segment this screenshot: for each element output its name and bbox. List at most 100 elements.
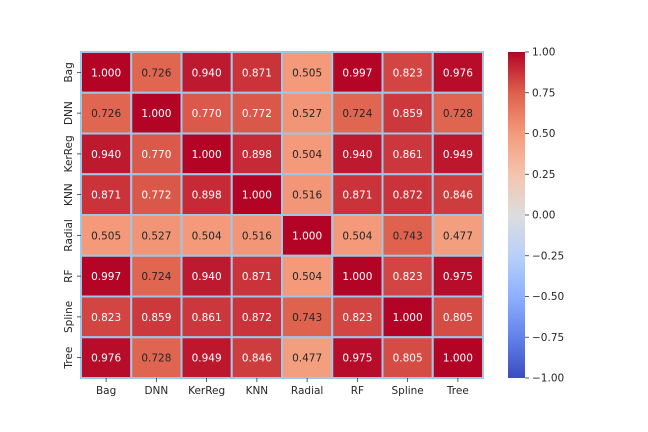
x-tick-label: KNN [246, 385, 269, 397]
x-tick-label: Spline [391, 385, 423, 397]
cell-annotation: 0.976 [91, 353, 121, 365]
heatmap-cell [281, 173, 334, 216]
cell-annotation: 0.871 [342, 190, 372, 202]
cell-annotation: 1.000 [192, 149, 222, 161]
cell-annotation: 0.504 [192, 230, 222, 242]
cell-annotation: 1.000 [393, 312, 423, 324]
cell-annotation: 0.770 [192, 108, 222, 120]
colorbar-tick-label: 1.00 [532, 47, 555, 59]
heatmap-cell [281, 214, 334, 257]
x-tick-label: Radial [291, 385, 323, 397]
cell-annotation: 0.805 [393, 353, 423, 365]
heatmap-cell [431, 91, 484, 135]
cell-annotation: 0.505 [91, 230, 121, 242]
heatmap-cell [180, 132, 233, 176]
heatmap-cell [180, 173, 233, 216]
y-tick-label: KNN [63, 183, 75, 206]
cell-annotation: 0.477 [443, 230, 473, 242]
cell-annotation: 0.823 [393, 271, 423, 283]
colorbar-gradient [508, 52, 525, 378]
x-tick-label: DNN [144, 385, 168, 397]
heatmap-cell [431, 295, 484, 339]
heatmap-cell [431, 132, 484, 176]
y-tick-label: DNN [63, 101, 75, 125]
heatmap-cell [431, 254, 484, 298]
cell-annotation: 0.770 [141, 149, 171, 161]
cell-annotation: 1.000 [242, 190, 272, 202]
heatmap-cell [381, 132, 434, 176]
cell-annotation: 1.000 [91, 67, 121, 79]
colorbar-tick-label: 0.75 [532, 87, 555, 99]
x-tick-label: RF [351, 385, 364, 397]
cell-annotation: 0.997 [91, 271, 121, 283]
cell-annotation: 0.772 [242, 108, 272, 120]
colorbar-tick-label: 0.25 [532, 169, 555, 181]
cell-annotation: 0.823 [91, 312, 121, 324]
cell-annotation: 0.871 [91, 190, 121, 202]
cell-annotation: 0.859 [393, 108, 423, 120]
cell-annotation: 0.859 [141, 312, 171, 324]
heatmap-cell [381, 173, 434, 216]
colorbar-tick-label: −1.00 [532, 373, 564, 385]
heatmap-cell [331, 132, 384, 176]
cell-annotation: 0.516 [242, 230, 272, 242]
cell-annotation: 0.726 [141, 67, 171, 79]
cell-annotation: 0.949 [192, 353, 222, 365]
cell-annotation: 0.898 [242, 149, 272, 161]
cell-annotation: 1.000 [292, 230, 322, 242]
y-tick-label: Spline [63, 301, 75, 333]
cell-annotation: 0.940 [192, 67, 222, 79]
x-axis: Bag DNN KerReg KNN Radial RF Spline Tree [96, 378, 469, 397]
cell-annotation: 0.504 [292, 271, 322, 283]
cell-annotation: 0.861 [393, 149, 423, 161]
heatmap-cell [281, 254, 334, 298]
cell-annotation: 0.975 [443, 271, 473, 283]
heatmap-cell [180, 295, 233, 339]
cell-annotation: 0.898 [192, 190, 222, 202]
heatmap-cell [431, 336, 484, 379]
cell-annotation: 0.728 [141, 353, 171, 365]
cell-annotation: 0.823 [393, 67, 423, 79]
y-tick-label: KerReg [63, 135, 75, 172]
x-tick-label: Tree [446, 385, 469, 397]
colorbar-tick-label: −0.75 [532, 332, 564, 344]
y-tick-label: RF [63, 269, 75, 282]
y-tick-label: Radial [63, 219, 75, 251]
cell-annotation: 0.871 [242, 67, 272, 79]
cell-annotation: 0.872 [393, 190, 423, 202]
cell-annotation: 0.871 [242, 271, 272, 283]
cell-annotation: 1.000 [342, 271, 372, 283]
heatmap-cell [130, 91, 183, 135]
cell-annotation: 0.861 [192, 312, 222, 324]
cell-annotation: 0.743 [292, 312, 322, 324]
cell-annotation: 0.477 [292, 353, 322, 365]
x-tick-label: Bag [96, 385, 116, 397]
cell-annotation: 0.872 [242, 312, 272, 324]
heatmap-cell [331, 254, 384, 298]
heatmap-cell [331, 91, 384, 135]
cell-annotation: 0.997 [342, 67, 372, 79]
heatmap-cell [331, 295, 384, 339]
cell-annotation: 0.772 [141, 190, 171, 202]
cell-annotation: 0.940 [192, 271, 222, 283]
colorbar-tick-label: −0.25 [532, 250, 564, 262]
heatmap-cell [230, 132, 283, 176]
heatmap-cell [381, 295, 434, 339]
heatmap-cell [431, 51, 484, 94]
y-tick-label: Bag [63, 62, 75, 82]
cell-annotation: 0.504 [292, 149, 322, 161]
y-axis: Bag DNN KerReg KNN Radial RF Spline Tree [63, 62, 81, 370]
colorbar: 1.00 0.75 0.50 0.25 0.00 −0.25 −0.50 −0.75 −1.00 [508, 47, 564, 385]
cell-annotation: 0.846 [443, 190, 473, 202]
cell-annotation: 0.743 [393, 230, 423, 242]
y-tick-label: Tree [63, 347, 75, 370]
cell-annotation: 0.527 [292, 108, 322, 120]
cell-annotation: 0.728 [443, 108, 473, 120]
cell-annotation: 0.516 [292, 190, 322, 202]
cell-annotation: 1.000 [141, 108, 171, 120]
cell-annotation: 0.527 [141, 230, 171, 242]
cell-annotation: 1.000 [443, 353, 473, 365]
heatmap-cell [230, 214, 283, 257]
heatmap-cell [281, 336, 334, 379]
